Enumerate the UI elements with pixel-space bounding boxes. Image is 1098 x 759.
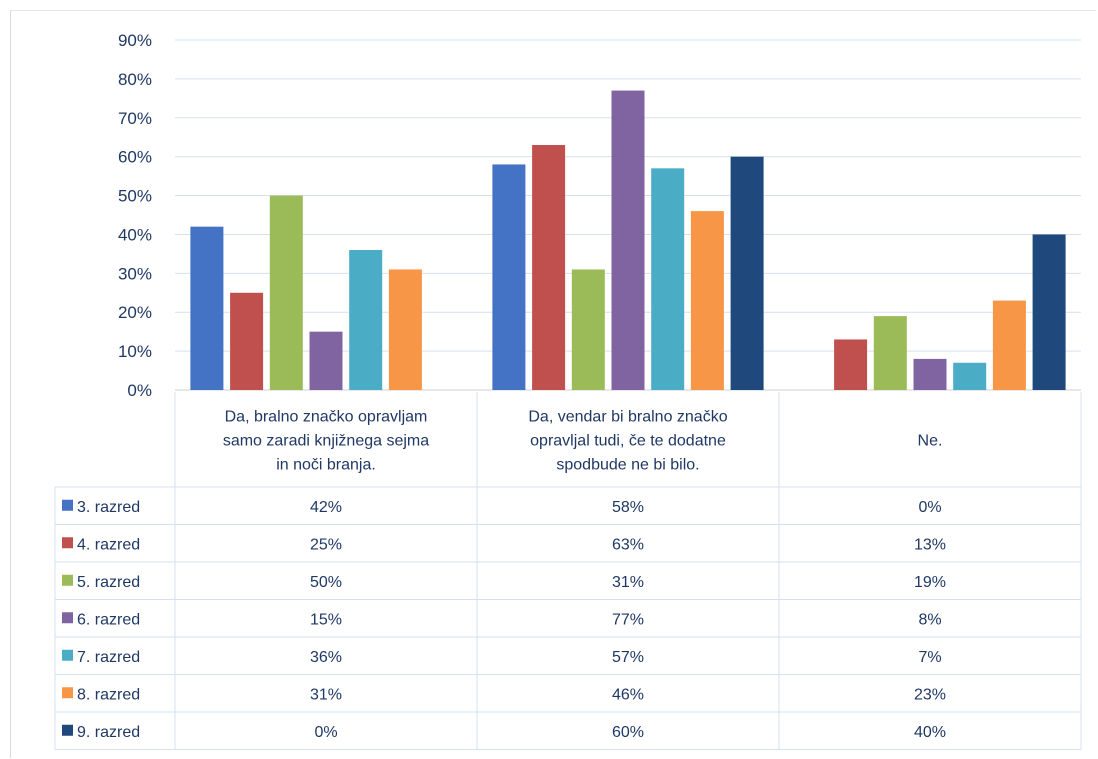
bar bbox=[873, 316, 907, 390]
series-name: 9. razred bbox=[77, 724, 140, 741]
legend-key bbox=[62, 612, 73, 624]
bar bbox=[349, 250, 383, 390]
data-table-cell: 42% bbox=[310, 499, 342, 516]
data-table-cell: 36% bbox=[310, 649, 342, 666]
data-table-cell: 31% bbox=[310, 686, 342, 703]
category-label: opravljal tudi, če te dodatne bbox=[530, 433, 726, 450]
data-table-cell: 19% bbox=[914, 574, 946, 591]
bar bbox=[953, 362, 987, 390]
data-table-cell: 77% bbox=[612, 611, 644, 628]
legend-key bbox=[62, 649, 73, 661]
data-table-cell: 40% bbox=[914, 724, 946, 741]
data-table-cell: 25% bbox=[310, 536, 342, 553]
bar bbox=[309, 331, 343, 390]
series-name: 7. razred bbox=[77, 649, 140, 666]
legend-key bbox=[62, 687, 73, 699]
series-name: 6. razred bbox=[77, 611, 140, 628]
y-tick-label: 0% bbox=[127, 381, 152, 400]
bar bbox=[651, 168, 685, 390]
bar bbox=[913, 358, 947, 390]
bar bbox=[1032, 234, 1066, 390]
data-table-cell: 46% bbox=[612, 686, 644, 703]
chart-frame bbox=[10, 10, 1096, 758]
bar bbox=[690, 211, 724, 390]
y-tick-label: 50% bbox=[118, 187, 152, 206]
data-table-cell: 58% bbox=[612, 499, 644, 516]
legend-key bbox=[62, 537, 73, 549]
data-table-cell: 57% bbox=[612, 649, 644, 666]
y-tick-label: 90% bbox=[118, 31, 152, 50]
data-table-cell: 0% bbox=[314, 724, 337, 741]
data-table-cell: 0% bbox=[918, 499, 941, 516]
bar bbox=[532, 145, 566, 390]
bar bbox=[492, 164, 526, 390]
data-table-cell: 31% bbox=[612, 574, 644, 591]
bar bbox=[834, 339, 868, 390]
y-tick-label: 80% bbox=[118, 70, 152, 89]
legend-key bbox=[62, 724, 73, 736]
data-table-cell: 23% bbox=[914, 686, 946, 703]
bar bbox=[730, 156, 764, 390]
category-label: samo zaradi knjižnega sejma bbox=[223, 433, 429, 450]
category-label: in noči branja. bbox=[276, 457, 376, 474]
category-label: Da, bralno značko opravljam bbox=[225, 409, 428, 426]
category-label: Da, vendar bi bralno značko bbox=[528, 409, 727, 426]
legend-key bbox=[62, 499, 73, 511]
series-name: 3. razred bbox=[77, 499, 140, 516]
y-tick-label: 60% bbox=[118, 148, 152, 167]
bar bbox=[992, 300, 1026, 390]
data-table-cell: 50% bbox=[310, 574, 342, 591]
bar bbox=[388, 269, 422, 390]
y-tick-label: 10% bbox=[118, 342, 152, 361]
series-name: 8. razred bbox=[77, 686, 140, 703]
bar bbox=[230, 292, 264, 390]
data-table-cell: 8% bbox=[918, 611, 941, 628]
bar bbox=[269, 195, 303, 390]
bar bbox=[611, 90, 645, 391]
data-table-cell: 13% bbox=[914, 536, 946, 553]
category-label: Ne. bbox=[918, 433, 943, 450]
data-table-cell: 60% bbox=[612, 724, 644, 741]
category-label: spodbude ne bi bilo. bbox=[556, 457, 699, 474]
bar bbox=[571, 269, 605, 390]
legend-key bbox=[62, 574, 73, 586]
data-table-cell: 7% bbox=[918, 649, 941, 666]
y-tick-label: 40% bbox=[118, 225, 152, 244]
data-table-cell: 15% bbox=[310, 611, 342, 628]
y-tick-label: 70% bbox=[118, 109, 152, 128]
y-tick-label: 20% bbox=[118, 303, 152, 322]
series-name: 5. razred bbox=[77, 574, 140, 591]
bar bbox=[190, 226, 224, 390]
y-tick-label: 30% bbox=[118, 264, 152, 283]
data-table-cell: 63% bbox=[612, 536, 644, 553]
series-name: 4. razred bbox=[77, 536, 140, 553]
